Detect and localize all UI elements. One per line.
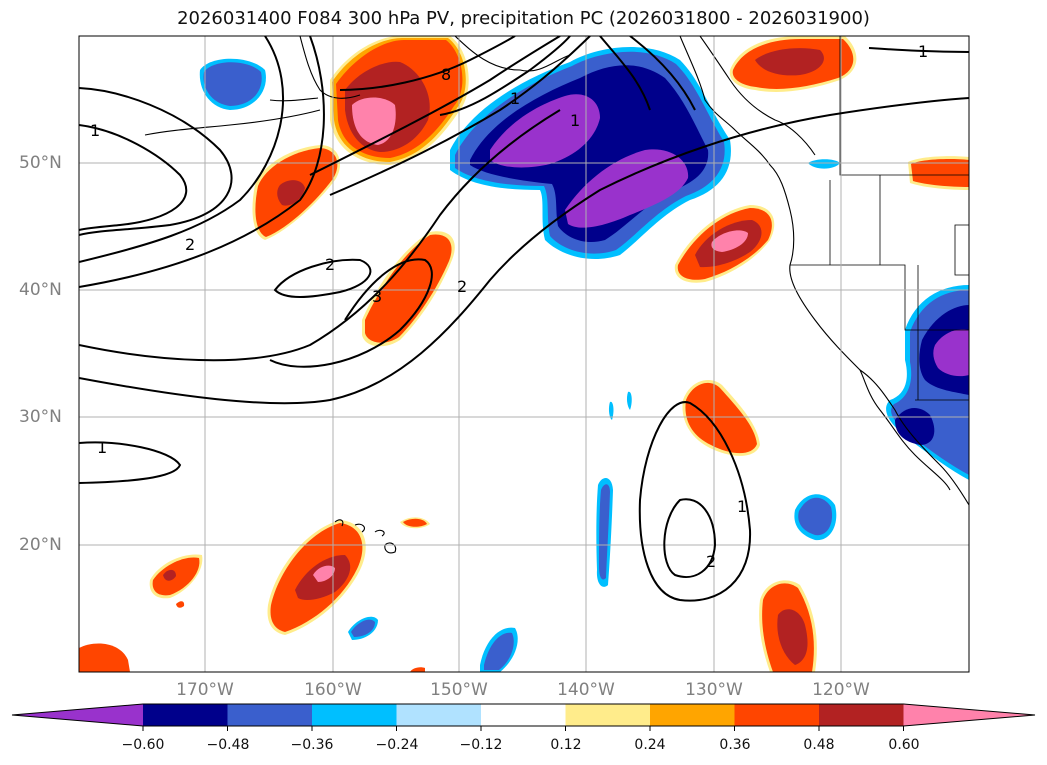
contour-label: 2: [706, 552, 716, 571]
colorbar-segment: [481, 704, 566, 726]
colorbar-label: −0.36: [290, 737, 334, 753]
positive-anomaly-central: [362, 231, 455, 347]
colorbar: [11, 703, 1036, 731]
colorbar-segment: [734, 704, 820, 726]
contour-label: 2: [185, 235, 195, 254]
map-title: 2026031400 F084 300 hPa PV, precipitatio…: [177, 8, 870, 29]
pv-contours: [79, 36, 969, 602]
colorbar-segment: [312, 704, 397, 726]
coastlines: [144, 36, 969, 554]
contour-label: 1: [918, 42, 928, 61]
contour-label: 1: [510, 89, 520, 108]
contour-label: 2: [457, 277, 467, 296]
contour-label: 2: [325, 255, 335, 274]
colorbar-label: 0.48: [803, 737, 835, 753]
contour-labels: 1 1 1 1 2 2 2 3 8 1 1 2: [90, 42, 928, 571]
lon-label-170w: 170°W: [176, 680, 234, 700]
colorbar-extend-left: [12, 704, 143, 726]
contour-label: 8: [441, 65, 451, 84]
lon-label-140w: 140°W: [557, 680, 615, 700]
negative-anomaly-nepac: [450, 47, 731, 260]
colorbar-segment: [227, 704, 313, 726]
negative-anomaly-baja: [886, 285, 969, 480]
colorbar-label: −0.24: [375, 737, 419, 753]
negative-anomaly-small: [199, 58, 840, 672]
colorbar-segment: [143, 704, 228, 726]
lon-label-130w: 130°W: [685, 680, 743, 700]
colorbar-label: 0.36: [719, 737, 751, 753]
graticule: [79, 36, 969, 672]
colorbar-segment: [565, 704, 651, 726]
colorbar-label: 0.12: [550, 737, 582, 753]
positive-anomaly-subtropical: [79, 380, 817, 672]
colorbar-segment: [819, 704, 904, 726]
lon-label-160w: 160°W: [304, 680, 362, 700]
contour-label: 1: [737, 497, 747, 516]
contour-label: 1: [90, 121, 100, 140]
positive-anomaly-bc-coast: [674, 36, 969, 283]
lon-label-150w: 150°W: [430, 680, 488, 700]
lat-label-20: 20°N: [19, 535, 62, 555]
positive-anomaly-aleutian: [252, 36, 469, 240]
lat-label-50: 50°N: [19, 153, 62, 173]
contour-label: 1: [97, 438, 107, 457]
contour-label: 1: [570, 111, 580, 130]
lat-label-30: 30°N: [19, 407, 62, 427]
plot-frame: [78, 35, 970, 673]
colorbar-label: 0.60: [888, 737, 920, 753]
colorbar-label: −0.12: [459, 737, 503, 753]
colorbar-label: −0.60: [121, 737, 165, 753]
colorbar-label: 0.24: [634, 737, 666, 753]
colorbar-segment: [650, 704, 735, 726]
lat-label-40: 40°N: [19, 280, 62, 300]
colorbar-label: −0.48: [206, 737, 250, 753]
lon-label-120w: 120°W: [812, 680, 870, 700]
colorbar-extend-right: [903, 704, 1035, 726]
political-boundaries: [790, 36, 969, 401]
colorbar-segment: [396, 704, 482, 726]
contour-label: 3: [372, 287, 382, 306]
